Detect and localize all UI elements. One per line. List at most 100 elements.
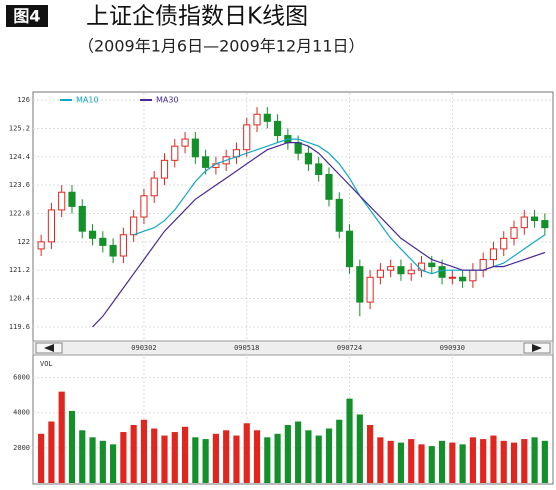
candle-body [58, 191, 66, 211]
volume-bar [490, 435, 497, 483]
volume-bar [541, 440, 548, 483]
ma-line [92, 142, 546, 328]
candle-body [140, 195, 148, 218]
volume-bar [68, 410, 76, 483]
volume-bar [397, 442, 405, 483]
volume-bar [510, 442, 518, 483]
y-tick-label: 126 [17, 96, 30, 104]
volume-label: VOL [40, 360, 53, 368]
y2-tick-label: 4000 [13, 409, 30, 417]
volume-bar [284, 425, 291, 483]
volume-bar [38, 433, 45, 483]
arrow-right [532, 344, 542, 352]
candle-body [202, 156, 210, 168]
candle-body [510, 227, 518, 239]
candle-body [68, 191, 76, 207]
candle-body [530, 216, 539, 222]
y-tick-label: 119.6 [9, 323, 30, 331]
volume-bar [521, 439, 528, 483]
candle-body [335, 198, 343, 232]
candle-body [47, 209, 56, 243]
volume-bar [325, 428, 333, 483]
candle-body [273, 120, 282, 137]
candle-body [500, 237, 508, 250]
volume-bar [295, 421, 302, 483]
volume-bar [500, 440, 507, 483]
volume-bar [161, 435, 168, 483]
candle-body [171, 145, 179, 161]
figure-label-box [6, 5, 48, 27]
volume-bar [212, 433, 219, 483]
candle-body [191, 138, 199, 158]
y-tick-label: 122.8 [9, 209, 30, 217]
candle-body [253, 113, 261, 126]
y-tick-label: 123.6 [9, 181, 30, 189]
candle-body [315, 163, 323, 176]
chart-title: 上证企债指数日K线图 [86, 4, 308, 30]
volume-bar [449, 442, 456, 483]
candle-body [78, 205, 86, 232]
y-tick-label: 122 [17, 238, 30, 246]
volume-bar [469, 437, 476, 483]
y-tick-label: 120.4 [9, 295, 30, 303]
volume-bar [192, 437, 199, 483]
volume-bar [58, 391, 65, 483]
candle-body [294, 142, 302, 154]
candle-body [489, 248, 498, 261]
candle-body [387, 266, 395, 271]
candle-body [428, 262, 436, 268]
volume-bar [305, 430, 312, 483]
candle-body [407, 269, 415, 275]
volume-bar [336, 419, 343, 483]
volume-bar [459, 444, 466, 483]
legend-label: MA30 [156, 96, 179, 105]
volume-bar [89, 437, 96, 483]
volume-bar [438, 440, 446, 483]
volume-bar [233, 435, 240, 483]
candle-body [119, 234, 127, 257]
candle-body [109, 244, 117, 257]
volume-bar [243, 423, 250, 483]
candle-body [356, 266, 364, 303]
candle-body [99, 237, 107, 246]
volume-bar [480, 439, 487, 483]
volume-bar [110, 444, 117, 483]
candle-body [130, 216, 138, 236]
x-tick-label: 090724 [337, 344, 362, 352]
candle-body [345, 230, 354, 268]
candle-body [438, 266, 446, 278]
y-tick-label: 121.2 [9, 266, 30, 274]
volume-bar [274, 433, 281, 483]
volume-bar [253, 430, 261, 483]
x-tick-label: 090302 [131, 344, 156, 352]
scrollbar[interactable] [32, 340, 554, 356]
y-tick-label: 125.2 [9, 124, 30, 132]
chart-subtitle: （2009年1月6日—2009年12月11日） [78, 37, 365, 56]
volume-bar [130, 425, 137, 483]
volume-bar [367, 425, 374, 483]
candle-body [181, 138, 189, 147]
volume-bar [120, 432, 127, 483]
candle-body [366, 276, 374, 303]
candle-body [88, 230, 97, 239]
volume-bar [531, 437, 538, 483]
candle-body [325, 174, 333, 200]
frame [32, 91, 554, 485]
candle-body [469, 269, 477, 282]
volume-bar [99, 440, 106, 483]
volume-bar [140, 419, 148, 483]
candle-body [448, 276, 456, 279]
volume-bar [48, 421, 55, 483]
figure-label: 图4 [13, 7, 40, 26]
candle-body [541, 220, 549, 229]
candle-body [150, 177, 158, 197]
candle-body [417, 262, 426, 271]
candle-body [376, 269, 384, 278]
candle-body [37, 241, 45, 250]
candle-body [520, 216, 528, 229]
candle-body [459, 276, 467, 282]
volume-bar [223, 430, 230, 483]
volume-bar [428, 446, 435, 483]
volume-bar [151, 428, 158, 483]
